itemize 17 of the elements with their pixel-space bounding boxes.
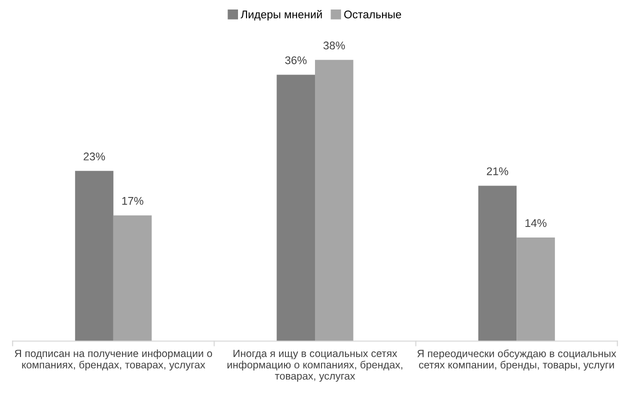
data-label: 36% bbox=[285, 56, 307, 64]
legend-label: Лидеры мнений bbox=[240, 10, 322, 21]
bar bbox=[315, 60, 354, 342]
bar bbox=[113, 215, 152, 342]
data-label: 23% bbox=[84, 152, 105, 160]
bar bbox=[276, 74, 315, 342]
x-tick-label: Иногда я ищу в социальных сетях информацию о компаниях, брендах, товарах, услугах bbox=[228, 350, 402, 382]
x-tick-label: Я подписан на получение информации о компаниях, брендах, товарах, услугах bbox=[14, 349, 212, 370]
x-tick-label: Я переодически обсуждаю в социальных сетях компании, бренды, товары, услуги bbox=[417, 349, 616, 371]
legend-label: Остальные bbox=[344, 10, 402, 18]
data-label: 21% bbox=[486, 167, 508, 176]
bar bbox=[75, 170, 114, 342]
bar bbox=[478, 186, 517, 342]
bar bbox=[516, 238, 555, 342]
data-label: 17% bbox=[122, 196, 144, 205]
data-label: 14% bbox=[525, 219, 546, 227]
data-label: 38% bbox=[323, 42, 345, 50]
